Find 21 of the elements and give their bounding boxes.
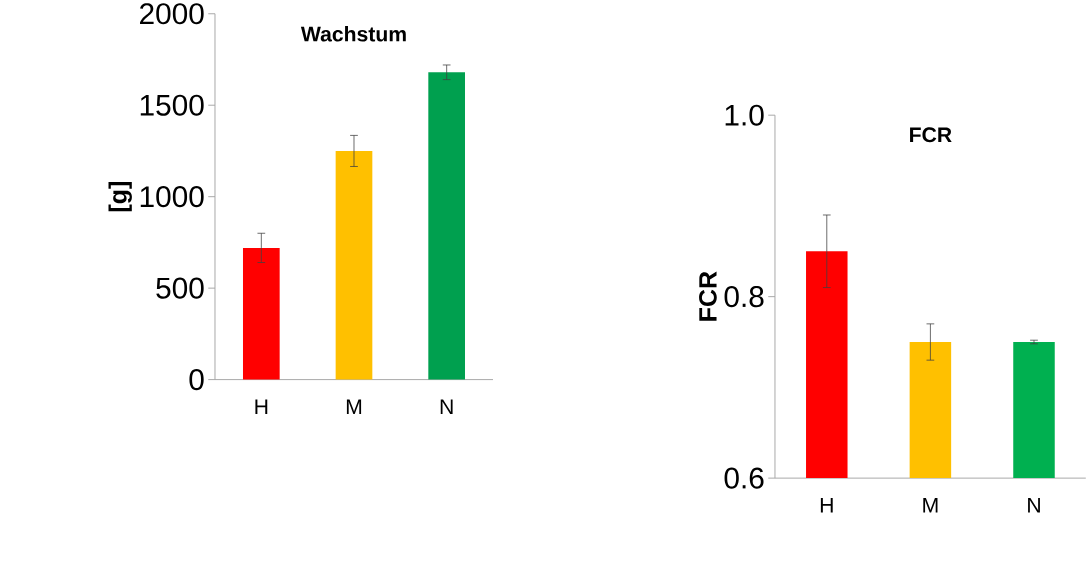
y-tick-label: 2000 [140,3,204,25]
chart-title: Wachstum [300,26,406,42]
x-tick-label: H [255,399,268,415]
bar [335,151,373,380]
bar [428,72,465,380]
y-tick-label: 1.0 [725,104,764,126]
y-tick-label: 0.6 [724,467,764,489]
y-tick-label: 1500 [140,94,204,116]
x-tick-label: N [1028,498,1040,513]
chart-title: FCR [910,127,952,143]
y-axis-title: FCR [699,271,717,321]
x-tick-label: M [923,498,938,513]
y-tick-label: 1000 [140,186,204,208]
y-tick-label: 500 [156,277,204,299]
bar [242,248,280,380]
y-tick-label: 0 [189,369,204,391]
x-tick-label: N [440,399,453,415]
y-tick-label: 0.8 [724,286,764,308]
x-tick-label: M [346,399,362,415]
x-tick-label: H [820,498,833,513]
y-axis-title: [g] [108,182,132,212]
